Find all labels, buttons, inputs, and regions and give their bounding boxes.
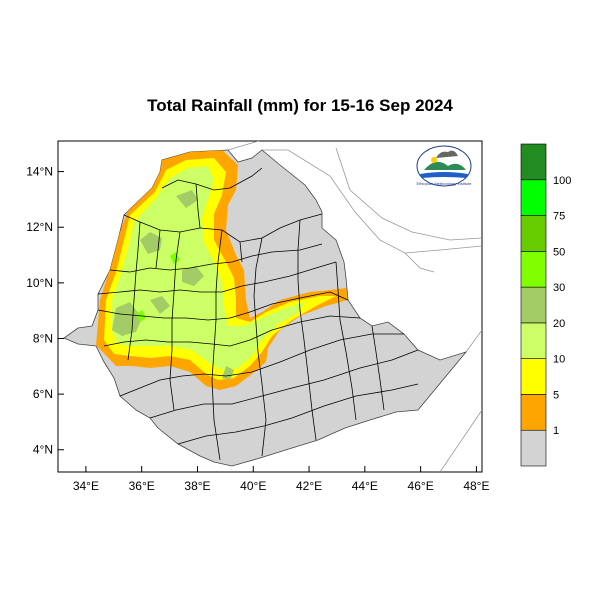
colorbar-swatch	[520, 251, 547, 288]
y-tick-label: 6°N	[33, 387, 53, 401]
x-tick-label: 34°E	[73, 479, 99, 493]
axes: 34°E 36°E 38°E 40°E 42°E 44°E 46°E 48°E 14°N 12°N…	[26, 165, 489, 493]
colorbar-label: 75	[553, 211, 565, 223]
colorbar-label: 5	[553, 389, 559, 401]
colorbar-label: 100	[553, 175, 571, 187]
x-tick-label: 46°E	[408, 479, 434, 493]
colorbar-swatch	[520, 358, 547, 395]
y-tick-label: 12°N	[26, 220, 53, 234]
map-title: Total Rainfall (mm) for 15-16 Sep 2024	[147, 96, 453, 115]
x-tick-label: 42°E	[296, 479, 322, 493]
coastline	[227, 141, 482, 472]
y-tick-label: 4°N	[33, 443, 53, 457]
y-tick-label: 10°N	[26, 276, 53, 290]
colorbar-label: 1	[553, 425, 559, 437]
x-tick-label: 36°E	[129, 479, 155, 493]
emi-logo: Ethiopian Meteorology Institute	[416, 145, 473, 187]
colorbar: 1 5 10 20 30 50 75 100	[520, 143, 571, 467]
colorbar-label: 30	[553, 282, 565, 294]
y-tick-label: 8°N	[33, 331, 53, 345]
x-tick-label: 48°E	[463, 479, 489, 493]
colorbar-swatch	[520, 322, 547, 359]
x-tick-label: 38°E	[184, 479, 210, 493]
colorbar-swatch	[520, 143, 547, 181]
x-tick-label: 44°E	[352, 479, 378, 493]
admin-boundaries	[97, 167, 419, 461]
y-tick-label: 14°N	[26, 165, 53, 179]
logo-caption: Ethiopian Meteorology Institute	[417, 181, 473, 186]
colorbar-label: 50	[553, 246, 565, 258]
colorbar-label: 20	[553, 318, 565, 330]
x-tick-label: 40°E	[240, 479, 266, 493]
colorbar-swatch	[520, 394, 547, 431]
colorbar-swatch	[520, 429, 547, 467]
rainfall-shading	[96, 150, 348, 390]
colorbar-swatch	[520, 179, 547, 216]
colorbar-swatch	[520, 286, 547, 324]
colorbar-label: 10	[553, 354, 565, 366]
colorbar-swatch	[520, 215, 547, 252]
